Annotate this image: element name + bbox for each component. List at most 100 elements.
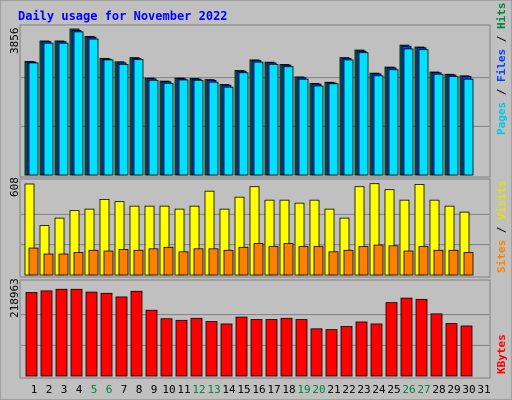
day-label: 7 <box>121 383 128 396</box>
sites-bar <box>283 243 294 276</box>
pages-bar <box>373 75 384 176</box>
hits-legend: Pages / Files / Hits <box>495 3 508 136</box>
sites-bar <box>298 246 309 276</box>
kbytes-bar <box>265 319 278 377</box>
svg-text:Pages / Files / Hits: Pages / Files / Hits <box>495 3 508 136</box>
sites-bar <box>148 248 159 276</box>
pages-bar <box>73 31 84 176</box>
pages-bar <box>103 59 114 176</box>
legend-sep-3: / <box>495 220 508 240</box>
kbytes-bar <box>400 297 413 377</box>
sites-bar <box>253 243 264 276</box>
svg-text:Sites / Visits: Sites / Visits <box>495 180 508 273</box>
pages-bar <box>118 64 129 176</box>
day-label: 12 <box>192 383 205 396</box>
pages-bar <box>208 81 219 176</box>
pages-bar <box>223 86 234 176</box>
legend-hits: Hits <box>495 3 508 30</box>
kbytes-bar <box>460 325 473 377</box>
kbytes-legend: KBytes <box>495 334 508 374</box>
pages-bar <box>283 66 294 176</box>
day-label: 28 <box>432 383 445 396</box>
visits-legend: Sites / Visits <box>495 180 508 273</box>
kbytes-bar <box>205 321 218 377</box>
pages-bar <box>148 79 159 176</box>
sites-bar <box>433 249 444 276</box>
pages-bar <box>358 52 369 176</box>
kbytes-bar <box>235 316 248 377</box>
sites-bar <box>208 248 219 276</box>
day-label: 18 <box>282 383 295 396</box>
pages-bar <box>388 69 399 176</box>
x-axis-day-labels: 1 2 3 4 5 6 7 8 9 10 11 12 13 14 15 16 17 18 19 20 21 22 23 24 2… <box>31 383 491 396</box>
kbytes-bar <box>445 323 458 377</box>
day-label: 25 <box>387 383 400 396</box>
day-label: 16 <box>252 383 265 396</box>
hits-panel: 3856 <box>8 24 491 178</box>
pages-bar <box>433 73 444 176</box>
day-label: 20 <box>312 383 325 396</box>
pages-bar <box>313 85 324 176</box>
pages-bar <box>28 62 39 176</box>
day-label: 13 <box>207 383 220 396</box>
sites-bar <box>223 249 234 276</box>
day-label: 4 <box>76 383 83 396</box>
pages-bar <box>328 83 339 176</box>
sites-bar <box>388 245 399 276</box>
visits-panel: 608 <box>8 177 491 278</box>
kbytes-bar <box>70 288 83 377</box>
legend-sep-1: / <box>495 82 508 102</box>
sites-bar <box>43 253 54 276</box>
sites-bar <box>103 250 114 276</box>
pages-bar <box>163 82 174 176</box>
kbytes-max-label: 218963 <box>8 278 21 318</box>
sites-bar <box>328 251 339 276</box>
day-label: 29 <box>447 383 460 396</box>
kbytes-bars <box>25 288 473 377</box>
sites-bar <box>58 253 69 276</box>
kbytes-bar <box>430 313 443 377</box>
day-label: 11 <box>177 383 190 396</box>
day-label: 31 <box>477 383 490 396</box>
kbytes-bar <box>130 290 143 377</box>
sites-bar <box>343 249 354 276</box>
kbytes-bar <box>385 302 398 377</box>
pages-bar <box>268 64 279 176</box>
hits-max-label: 3856 <box>8 28 21 55</box>
legend-sep-2: / <box>495 29 508 49</box>
pages-bar <box>298 78 309 176</box>
kbytes-bar <box>220 323 233 377</box>
day-label: 27 <box>417 383 430 396</box>
day-label: 9 <box>151 383 158 396</box>
pages-bar <box>43 42 54 176</box>
pages-bar <box>448 76 459 176</box>
kbytes-bar <box>175 319 188 377</box>
kbytes-bar <box>280 317 293 377</box>
day-label: 5 <box>91 383 98 396</box>
sites-bar <box>88 249 99 276</box>
sites-bar <box>268 246 279 276</box>
legend-kbytes: KBytes <box>495 334 508 374</box>
pages-bar <box>418 49 429 176</box>
pages-bar <box>133 59 144 176</box>
sites-bar <box>418 246 429 276</box>
kbytes-bar <box>160 318 173 377</box>
sites-bar <box>313 246 324 276</box>
legend-sites: Sites <box>495 240 508 273</box>
kbytes-bar <box>85 291 98 377</box>
day-label: 21 <box>327 383 340 396</box>
sites-bar <box>448 249 459 276</box>
kbytes-bar <box>100 292 113 377</box>
kbytes-bar <box>145 309 158 377</box>
hits-bars <box>24 28 474 176</box>
sites-bar <box>463 252 474 276</box>
kbytes-bar <box>370 323 383 377</box>
kbytes-bar <box>55 288 68 377</box>
day-label: 10 <box>162 383 175 396</box>
sites-bar <box>358 246 369 276</box>
day-label: 1 <box>31 383 38 396</box>
sites-bar <box>163 246 174 276</box>
pages-bar <box>403 48 414 176</box>
kbytes-bar <box>250 319 263 377</box>
